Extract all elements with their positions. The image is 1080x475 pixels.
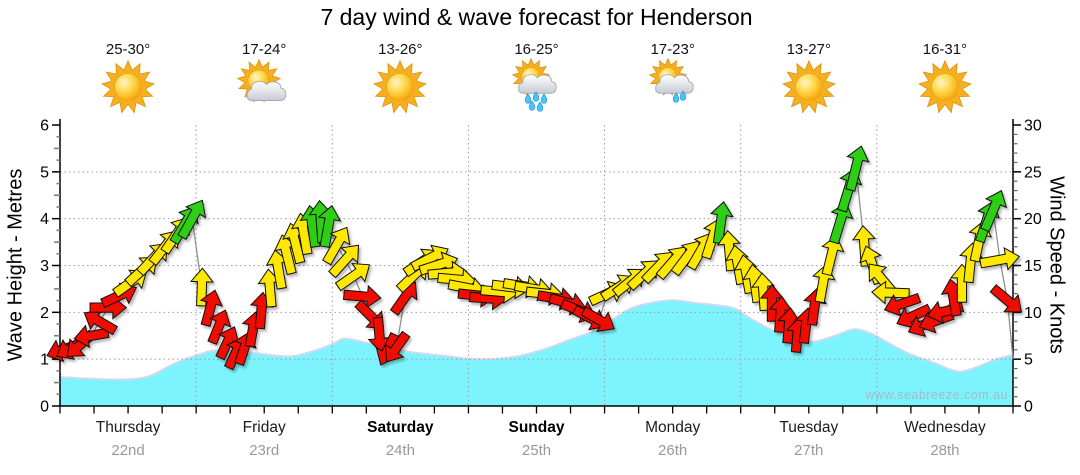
svg-text:20: 20 xyxy=(1024,211,1042,228)
svg-text:5: 5 xyxy=(1024,352,1033,369)
temperature-range: 25-30° xyxy=(105,41,151,58)
wave-height-area xyxy=(60,300,1013,406)
wind-arrow xyxy=(334,262,371,292)
wind-arrow xyxy=(883,292,922,317)
temperature-range: 16-31° xyxy=(922,41,968,58)
wind-arrow xyxy=(207,309,232,346)
wind-arrow xyxy=(384,330,411,363)
svg-text:6: 6 xyxy=(40,118,49,135)
day-name: Monday xyxy=(645,419,701,436)
wind-arrow xyxy=(367,316,392,353)
svg-text:30: 30 xyxy=(1024,118,1042,135)
day-date: 25th xyxy=(521,442,552,459)
wind-arrow xyxy=(896,303,932,329)
svg-text:0: 0 xyxy=(1024,399,1033,416)
day-name: Wednesday xyxy=(904,419,986,436)
day-name: Thursday xyxy=(95,419,161,436)
wind-arrow xyxy=(979,189,1008,233)
svg-text:5: 5 xyxy=(40,164,49,181)
wind-arrow xyxy=(342,284,382,309)
svg-text:10: 10 xyxy=(1024,305,1042,322)
wind-arrow xyxy=(828,201,854,245)
day-date: 23rd xyxy=(249,442,280,459)
wind-speed-axis-title: Wind Speed - Knots xyxy=(1045,176,1068,354)
weather-icon-showers xyxy=(648,58,694,103)
day-name: Saturday xyxy=(367,419,434,436)
day-date: 22nd xyxy=(111,442,145,459)
day-name: Sunday xyxy=(508,419,565,436)
wind-arrow xyxy=(989,284,1023,313)
day-name: Friday xyxy=(242,419,286,436)
temperature-range: 17-24° xyxy=(242,41,287,58)
wave-height-axis-title: Wave Height - Metres xyxy=(4,168,27,362)
weather-icon-sunny xyxy=(917,59,972,114)
temperature-range: 16-25° xyxy=(514,41,559,58)
wind-arrow xyxy=(328,244,360,279)
temperature-range: 13-27° xyxy=(786,41,831,58)
temperature-range: 13-26° xyxy=(378,41,423,58)
weather-icon-sunny xyxy=(101,59,156,114)
wind-arrow xyxy=(871,280,910,305)
day-date: 24th xyxy=(385,442,415,459)
wind-arrow xyxy=(199,289,224,327)
svg-text:3: 3 xyxy=(40,258,49,275)
wind-arrows xyxy=(46,145,1023,371)
watermark: www.seabreeze.com.au xyxy=(865,388,1008,402)
wind-arrow xyxy=(821,235,845,277)
weather-icon-partly-cloudy xyxy=(237,58,287,103)
day-date: 28th xyxy=(930,442,960,459)
wind-arrow xyxy=(265,249,290,290)
temperature-range: 17-23° xyxy=(650,41,695,58)
day-date: 27th xyxy=(794,442,824,459)
weather-icon-rain xyxy=(511,58,557,112)
svg-text:1: 1 xyxy=(40,352,49,369)
page-title: 7 day wind & wave forecast for Henderson xyxy=(320,4,753,30)
day-date: 26th xyxy=(658,442,688,459)
wind-arrow xyxy=(317,204,342,248)
svg-text:2: 2 xyxy=(40,305,49,322)
tick-labels: 0 1 2 3 4 5 6 0 5 10 15 20 25 30 xyxy=(40,118,1042,416)
svg-text:25: 25 xyxy=(1024,164,1042,181)
wind-arrow xyxy=(215,326,240,361)
svg-text:15: 15 xyxy=(1024,258,1042,275)
weather-icon-sunny xyxy=(781,59,836,114)
weather-icon-sunny xyxy=(373,59,428,114)
day-name: Tuesday xyxy=(779,419,839,436)
svg-text:4: 4 xyxy=(40,211,49,228)
wind-arrow xyxy=(979,247,1021,271)
wind-arrow xyxy=(845,145,870,192)
wind-arrow xyxy=(322,226,351,266)
wind-arrow xyxy=(580,306,615,333)
wind-arrow xyxy=(177,199,207,240)
svg-text:0: 0 xyxy=(40,399,49,416)
